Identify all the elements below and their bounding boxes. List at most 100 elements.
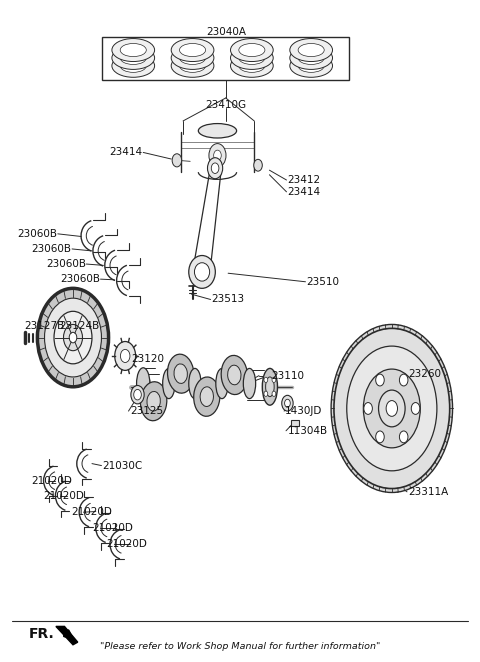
- Circle shape: [364, 402, 372, 414]
- Circle shape: [211, 163, 219, 173]
- Text: 23311A: 23311A: [408, 487, 449, 496]
- Circle shape: [347, 346, 437, 471]
- Text: 23060B: 23060B: [17, 229, 57, 239]
- Text: 23060B: 23060B: [46, 259, 86, 269]
- Circle shape: [272, 391, 276, 397]
- Ellipse shape: [189, 256, 216, 289]
- Circle shape: [399, 431, 408, 443]
- Ellipse shape: [189, 369, 201, 399]
- Circle shape: [282, 395, 293, 411]
- Ellipse shape: [230, 46, 273, 70]
- Text: 21020D: 21020D: [92, 523, 133, 533]
- Circle shape: [134, 389, 141, 400]
- Circle shape: [254, 160, 262, 171]
- Ellipse shape: [265, 377, 274, 397]
- Ellipse shape: [298, 59, 324, 72]
- Ellipse shape: [290, 38, 333, 62]
- Ellipse shape: [243, 369, 256, 399]
- Circle shape: [120, 350, 130, 363]
- Ellipse shape: [194, 377, 220, 416]
- Text: 23414: 23414: [109, 148, 143, 158]
- Ellipse shape: [228, 365, 241, 385]
- Ellipse shape: [120, 44, 146, 57]
- Circle shape: [115, 342, 136, 370]
- Text: 23060B: 23060B: [60, 274, 100, 284]
- Ellipse shape: [230, 54, 273, 77]
- Ellipse shape: [239, 44, 265, 57]
- Ellipse shape: [171, 38, 214, 62]
- Ellipse shape: [112, 38, 155, 62]
- Ellipse shape: [163, 369, 175, 399]
- Circle shape: [411, 402, 420, 414]
- Text: 23414: 23414: [288, 187, 321, 197]
- Circle shape: [363, 369, 420, 448]
- Ellipse shape: [174, 364, 187, 383]
- Ellipse shape: [221, 355, 247, 395]
- Text: 23412: 23412: [288, 175, 321, 185]
- Ellipse shape: [112, 46, 155, 70]
- Ellipse shape: [180, 59, 205, 72]
- Circle shape: [214, 150, 221, 161]
- Ellipse shape: [112, 54, 155, 77]
- Ellipse shape: [239, 52, 265, 64]
- Text: 23120: 23120: [131, 354, 164, 363]
- Circle shape: [331, 324, 453, 493]
- Circle shape: [207, 158, 223, 179]
- Ellipse shape: [171, 54, 214, 77]
- Text: 21030C: 21030C: [102, 461, 143, 471]
- Circle shape: [264, 377, 268, 383]
- Circle shape: [386, 401, 397, 416]
- Polygon shape: [56, 626, 78, 645]
- Text: 21020D: 21020D: [43, 491, 84, 500]
- Text: 23260: 23260: [408, 369, 442, 379]
- Text: 23124B: 23124B: [60, 321, 100, 331]
- Ellipse shape: [137, 368, 150, 399]
- Circle shape: [209, 144, 226, 167]
- Circle shape: [63, 324, 83, 351]
- Text: 1430JD: 1430JD: [285, 406, 323, 416]
- Circle shape: [54, 311, 92, 364]
- Text: 23410G: 23410G: [205, 99, 246, 109]
- Circle shape: [376, 374, 384, 386]
- Circle shape: [264, 391, 268, 397]
- Ellipse shape: [290, 46, 333, 70]
- Ellipse shape: [200, 387, 214, 406]
- Text: 23127B: 23127B: [24, 321, 64, 331]
- Text: 23513: 23513: [212, 295, 245, 305]
- Text: 11304B: 11304B: [288, 426, 327, 436]
- Circle shape: [45, 298, 101, 377]
- Ellipse shape: [120, 59, 146, 72]
- Text: FR.: FR.: [29, 628, 55, 641]
- Text: 21020D: 21020D: [72, 506, 112, 516]
- Circle shape: [399, 374, 408, 386]
- Text: 23510: 23510: [306, 277, 339, 287]
- Circle shape: [37, 289, 108, 387]
- Text: 23060B: 23060B: [32, 244, 72, 254]
- Bar: [291, 420, 300, 426]
- Ellipse shape: [298, 44, 324, 57]
- Ellipse shape: [290, 54, 333, 77]
- Bar: [102, 37, 349, 79]
- Ellipse shape: [120, 52, 146, 64]
- Ellipse shape: [194, 263, 210, 281]
- Text: 23125: 23125: [130, 406, 163, 416]
- Text: "Please refer to Work Shop Manual for further information": "Please refer to Work Shop Manual for fu…: [100, 641, 380, 651]
- Text: 23040A: 23040A: [206, 27, 246, 37]
- Ellipse shape: [140, 374, 150, 399]
- Ellipse shape: [171, 46, 214, 70]
- Ellipse shape: [298, 52, 324, 64]
- Ellipse shape: [180, 52, 205, 64]
- Text: 23110: 23110: [271, 371, 304, 381]
- Ellipse shape: [147, 391, 160, 411]
- Ellipse shape: [198, 124, 237, 138]
- Circle shape: [334, 328, 450, 489]
- Ellipse shape: [216, 369, 228, 399]
- Ellipse shape: [180, 44, 205, 57]
- Circle shape: [69, 332, 77, 343]
- Circle shape: [285, 399, 290, 407]
- Ellipse shape: [262, 369, 277, 405]
- Circle shape: [131, 385, 144, 404]
- Circle shape: [172, 154, 181, 167]
- Ellipse shape: [168, 354, 194, 393]
- Text: 21020D: 21020D: [31, 476, 72, 486]
